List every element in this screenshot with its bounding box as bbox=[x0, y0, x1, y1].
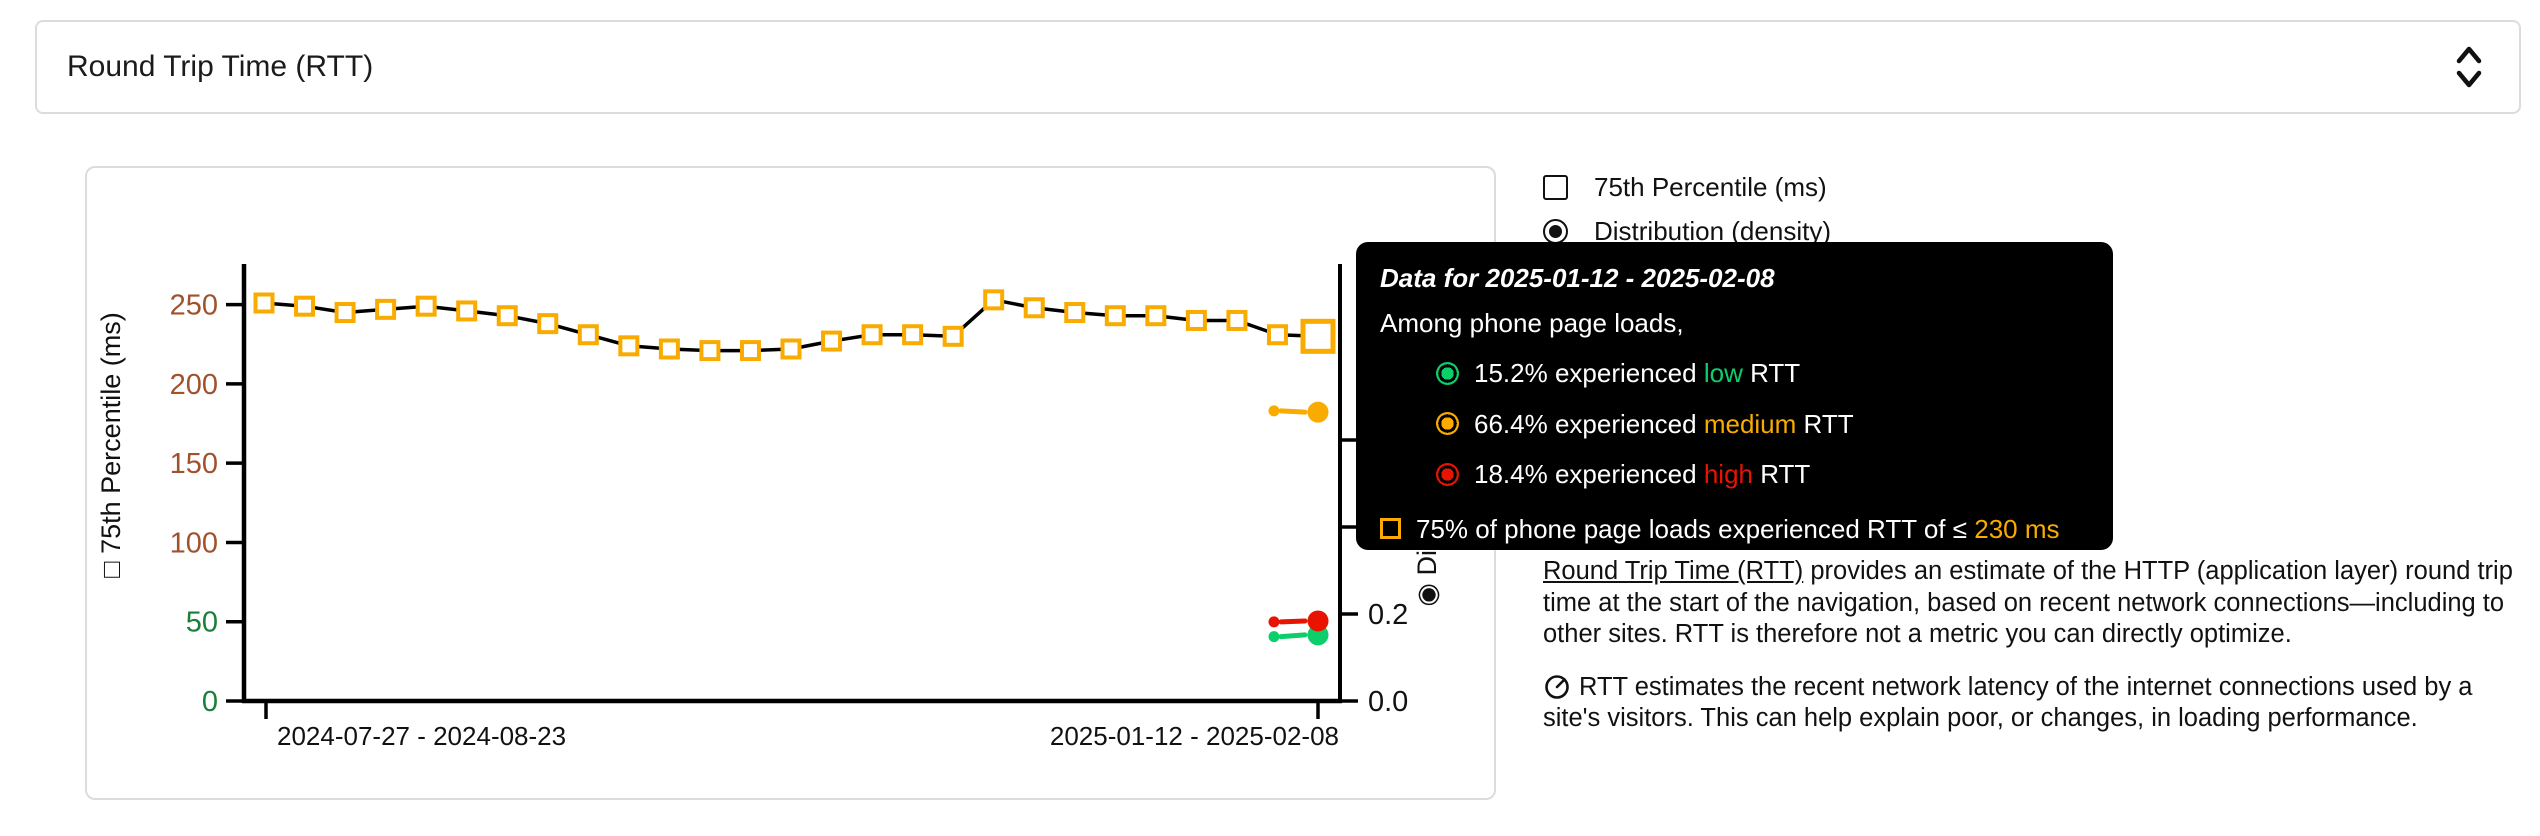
tooltip-row-text: 15.2% experienced low RTT bbox=[1474, 358, 1801, 388]
point-marker bbox=[577, 324, 599, 346]
point-marker bbox=[902, 324, 924, 346]
point-marker bbox=[1266, 324, 1288, 346]
point-marker bbox=[253, 292, 275, 314]
unfold-more-icon bbox=[2456, 46, 2482, 88]
point-marker bbox=[1104, 305, 1126, 327]
high-density-prev bbox=[1268, 616, 1280, 628]
point-marker bbox=[456, 300, 478, 322]
point-marker bbox=[1145, 305, 1167, 327]
checkbox-icon[interactable] bbox=[1543, 175, 1568, 200]
threshold-value: 230 ms bbox=[1974, 513, 2060, 544]
tooltip-row-text: 18.4% experienced high RTT bbox=[1474, 459, 1811, 489]
distribution-markers[interactable] bbox=[1268, 401, 1329, 646]
point-marker bbox=[942, 325, 964, 347]
tooltip-rows: 15.2% experienced low RTT 66.4% experienc… bbox=[1380, 357, 2089, 491]
tooltip-threshold-row: 75% of phone page loads experienced RTT … bbox=[1380, 513, 2089, 546]
point-marker bbox=[294, 295, 316, 317]
rtt-line-chart[interactable]: 0 50 100 150 200 250 0.0 0.2 2024-07-27 - 2024-0… bbox=[87, 168, 1494, 798]
point-marker bbox=[739, 340, 761, 362]
high-density-dot-icon bbox=[1436, 462, 1459, 486]
high-density-current bbox=[1307, 610, 1329, 632]
point-marker bbox=[415, 295, 437, 317]
legend-label: Distribution (density) bbox=[1594, 216, 1831, 246]
medium-density-dot-icon bbox=[1436, 412, 1459, 436]
point-marker bbox=[658, 338, 680, 360]
svg-text:200: 200 bbox=[170, 369, 218, 401]
point-marker bbox=[375, 298, 397, 320]
gauge-icon bbox=[1545, 674, 1569, 699]
rtt-docs-link[interactable]: Round Trip Time (RTT) bbox=[1543, 557, 1804, 585]
legend-item-75th-percentile-ms-[interactable]: 75th Percentile (ms) bbox=[1543, 172, 1831, 203]
metric-description: Round Trip Time (RTT) provides an estima… bbox=[1543, 556, 2528, 756]
svg-text:250: 250 bbox=[170, 290, 218, 322]
metric-selector[interactable]: Round Trip Time (RTT) bbox=[35, 20, 2521, 114]
tooltip-threshold-text: 75% of phone page loads experienced RTT … bbox=[1416, 513, 2060, 544]
rtt-explanation-text: RTT estimates the recent network latency… bbox=[1543, 672, 2473, 733]
tooltip-title: Data for 2025-01-12 - 2025-02-08 bbox=[1380, 263, 1775, 293]
point-marker bbox=[334, 302, 356, 324]
rtt-explanation-paragraph: RTT estimates the recent network latency… bbox=[1543, 672, 2528, 735]
tooltip-subtitle: Among phone page loads, bbox=[1380, 307, 1684, 338]
tooltip-row-text: 66.4% experienced medium RTT bbox=[1474, 408, 1854, 439]
svg-text:50: 50 bbox=[186, 607, 218, 639]
chart-tooltip: Data for 2025-01-12 - 2025-02-08 Among p… bbox=[1356, 242, 2113, 550]
svg-text:0: 0 bbox=[202, 686, 218, 718]
svg-text:150: 150 bbox=[170, 448, 218, 480]
point-marker bbox=[496, 305, 518, 327]
point-marker bbox=[699, 340, 721, 362]
point-marker bbox=[1064, 302, 1086, 324]
medium-density-current bbox=[1307, 401, 1329, 423]
point-marker bbox=[780, 338, 802, 360]
tooltip-row-low: 15.2% experienced low RTT bbox=[1436, 357, 2089, 390]
rtt-definition-paragraph: Round Trip Time (RTT) provides an estima… bbox=[1543, 556, 2528, 651]
selected-point-marker bbox=[1300, 318, 1336, 354]
point-marker bbox=[861, 324, 883, 346]
metric-selector-label: Round Trip Time (RTT) bbox=[67, 50, 374, 83]
svg-text:2024-07-27 - 2024-08-23: 2024-07-27 - 2024-08-23 bbox=[277, 721, 566, 751]
legend-label: 75th Percentile (ms) bbox=[1594, 172, 1827, 202]
axes: 0 50 100 150 200 250 0.0 0.2 2024-07-27 - 2024-0… bbox=[96, 264, 1442, 751]
p75-series[interactable] bbox=[253, 289, 1336, 362]
point-marker bbox=[983, 289, 1005, 311]
low-density-prev bbox=[1268, 631, 1280, 643]
svg-text:0.2: 0.2 bbox=[1368, 599, 1408, 631]
point-marker bbox=[618, 335, 640, 357]
medium-density-prev bbox=[1268, 405, 1280, 417]
point-marker bbox=[1023, 297, 1045, 319]
svg-text:0.0: 0.0 bbox=[1368, 686, 1408, 718]
tooltip-row-high: 18.4% experienced high RTT bbox=[1436, 458, 2089, 491]
point-marker bbox=[1185, 309, 1207, 331]
tooltip-row-medium: 66.4% experienced medium RTT bbox=[1436, 408, 2089, 441]
svg-text:100: 100 bbox=[170, 527, 218, 559]
threshold-square-marker bbox=[1380, 518, 1401, 540]
svg-text:2025-01-12 - 2025-02-08: 2025-01-12 - 2025-02-08 bbox=[1050, 721, 1339, 751]
point-marker bbox=[537, 313, 559, 335]
low-density-dot-icon bbox=[1436, 361, 1459, 385]
rtt-definition-text: provides an estimate of the HTTP (applic… bbox=[1543, 557, 2513, 648]
radio-icon[interactable] bbox=[1543, 219, 1568, 244]
chart-card: 0 50 100 150 200 250 0.0 0.2 2024-07-27 - 2024-0… bbox=[85, 166, 1496, 800]
chart-legend: 75th Percentile (ms) Distribution (densit… bbox=[1543, 172, 1831, 260]
left-axis-title: □ 75th Percentile (ms) bbox=[96, 312, 126, 577]
point-marker bbox=[821, 330, 843, 352]
point-marker bbox=[1226, 309, 1248, 331]
